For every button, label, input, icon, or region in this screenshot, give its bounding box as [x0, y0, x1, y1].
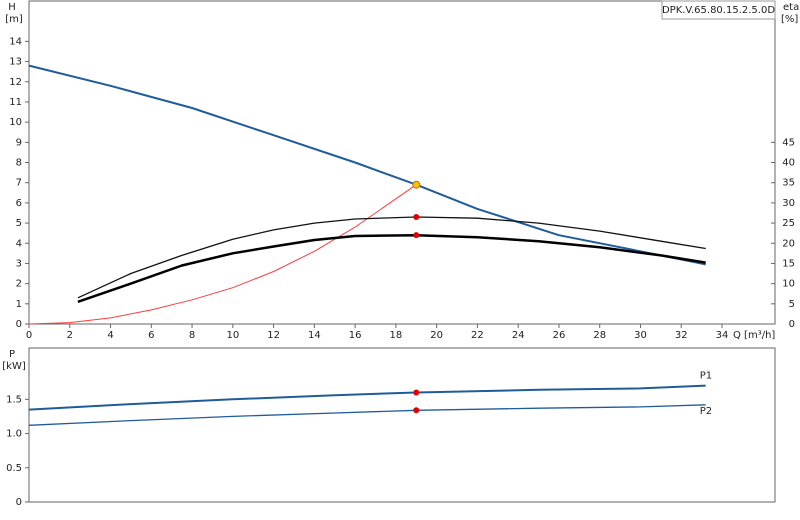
curve — [28, 184, 417, 325]
y2-tick-label: 35 — [782, 178, 795, 189]
x-tick-label: 30 — [634, 330, 647, 341]
x-tick-label: 4 — [107, 330, 113, 341]
y-tick-label: 6 — [16, 198, 22, 209]
x-tick-label: 26 — [553, 330, 566, 341]
x-tick-label: 28 — [593, 330, 606, 341]
y-tick-label: 1.0 — [6, 429, 22, 440]
x-tick-label: 16 — [349, 330, 362, 341]
y2-tick-label: 20 — [782, 238, 795, 249]
curve — [77, 233, 706, 303]
y-tick-label: 7 — [16, 178, 22, 189]
y-tick-label: 11 — [9, 97, 22, 108]
curve — [28, 64, 706, 266]
y-tick-label: 3 — [16, 258, 22, 269]
y2-tick-label: 15 — [782, 258, 795, 269]
y-tick-label: 4 — [16, 238, 22, 249]
operating-point — [412, 180, 421, 189]
y-tick-label: 1 — [16, 299, 22, 310]
y-tick-label: 0 — [16, 319, 22, 330]
y2-axis-label: eta — [783, 2, 799, 13]
operating-point — [413, 407, 420, 414]
curve — [28, 384, 706, 411]
x-tick-label: 34 — [716, 330, 729, 341]
series-label: P1 — [700, 371, 712, 382]
y-axis-unit: [m] — [5, 14, 23, 25]
y2-tick-label: 25 — [782, 218, 795, 229]
x-tick-label: 22 — [471, 330, 484, 341]
y-tick-label: 1.5 — [6, 394, 22, 405]
x-tick-label: 12 — [267, 330, 280, 341]
operating-point — [413, 389, 420, 396]
x-axis-label: Q [m³/h] — [733, 330, 775, 341]
y2-tick-label: 10 — [782, 279, 795, 290]
x-tick-label: 2 — [67, 330, 73, 341]
x-tick-label: 10 — [226, 330, 239, 341]
y-tick-label: 0 — [16, 497, 22, 508]
y2-tick-label: 30 — [782, 198, 795, 209]
x-tick-label: 14 — [308, 330, 321, 341]
y-tick-label: 9 — [16, 137, 22, 148]
y-tick-label: 12 — [9, 77, 22, 88]
operating-point — [413, 214, 420, 221]
y-tick-label: 0.5 — [6, 463, 22, 474]
title-box — [661, 0, 776, 20]
x-tick-label: 20 — [430, 330, 443, 341]
curve — [28, 404, 706, 426]
y-tick-label: 13 — [9, 57, 22, 68]
y-axis-unit: [kW] — [2, 361, 26, 372]
y-tick-label: 14 — [9, 36, 22, 47]
y-tick-label: 10 — [9, 117, 22, 128]
y2-tick-label: 40 — [782, 158, 795, 169]
y-axis-label: H — [8, 2, 16, 13]
y2-tick-label: 0 — [789, 319, 795, 330]
y2-tick-label: 5 — [789, 299, 795, 310]
y-tick-label: 2 — [16, 279, 22, 290]
x-tick-label: 8 — [189, 330, 195, 341]
operating-point — [413, 232, 420, 239]
plot-frame — [28, 347, 776, 503]
curve — [77, 216, 706, 299]
x-tick-label: 0 — [26, 330, 32, 341]
y-axis-label: P — [9, 349, 15, 360]
y-tick-label: 8 — [16, 158, 22, 169]
series-label: P2 — [700, 406, 712, 417]
y2-axis-unit: [%] — [781, 14, 798, 25]
x-tick-label: 24 — [512, 330, 525, 341]
chart-title: DPK.V.65.80.15.2.5.0D — [662, 5, 775, 16]
x-tick-label: 18 — [390, 330, 403, 341]
y2-tick-label: 45 — [782, 137, 795, 148]
x-tick-label: 32 — [675, 330, 688, 341]
y-tick-label: 5 — [16, 218, 22, 229]
x-tick-label: 6 — [148, 330, 154, 341]
plot-frame — [28, 0, 776, 325]
